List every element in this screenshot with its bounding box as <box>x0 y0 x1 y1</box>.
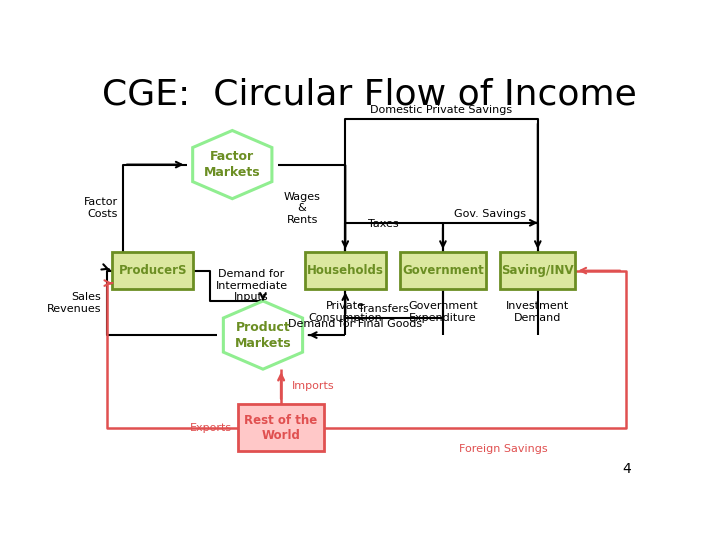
Text: CGE:  Circular Flow of Income: CGE: Circular Flow of Income <box>102 77 636 111</box>
Text: Sales
Revenues: Sales Revenues <box>47 292 101 314</box>
Polygon shape <box>223 301 302 369</box>
Text: Factor
Costs: Factor Costs <box>84 198 118 219</box>
Text: ProducerS: ProducerS <box>119 264 187 277</box>
Text: Demand for
Intermediate
Inputs: Demand for Intermediate Inputs <box>215 269 288 302</box>
Text: Gov. Savings: Gov. Savings <box>454 208 526 219</box>
FancyBboxPatch shape <box>238 404 324 451</box>
Text: Factor
Markets: Factor Markets <box>204 150 261 179</box>
Text: Domestic Private Savings: Domestic Private Savings <box>371 105 513 114</box>
Text: Product
Markets: Product Markets <box>235 321 292 349</box>
Text: Wages
&
Rents: Wages & Rents <box>284 192 320 225</box>
Text: Households: Households <box>307 264 384 277</box>
Text: Foreign Savings: Foreign Savings <box>459 444 547 454</box>
FancyBboxPatch shape <box>400 252 486 289</box>
Text: Private
Consumption: Private Consumption <box>308 301 382 323</box>
Text: Imports: Imports <box>292 381 335 391</box>
Text: Taxes: Taxes <box>368 219 398 229</box>
Polygon shape <box>193 131 272 199</box>
Text: Government
Expenditure: Government Expenditure <box>408 301 478 323</box>
Text: Investment
Demand: Investment Demand <box>506 301 570 323</box>
Text: Transfers: Transfers <box>358 304 408 314</box>
FancyBboxPatch shape <box>500 252 575 289</box>
Text: Government: Government <box>402 264 484 277</box>
Text: Rest of the
World: Rest of the World <box>245 414 318 442</box>
FancyBboxPatch shape <box>112 252 193 289</box>
Text: Saving/INV: Saving/INV <box>502 264 574 277</box>
Text: 4: 4 <box>623 462 631 476</box>
FancyBboxPatch shape <box>305 252 386 289</box>
Text: Demand for Final Goods: Demand for Final Goods <box>288 319 422 329</box>
Text: Exports: Exports <box>190 423 233 433</box>
